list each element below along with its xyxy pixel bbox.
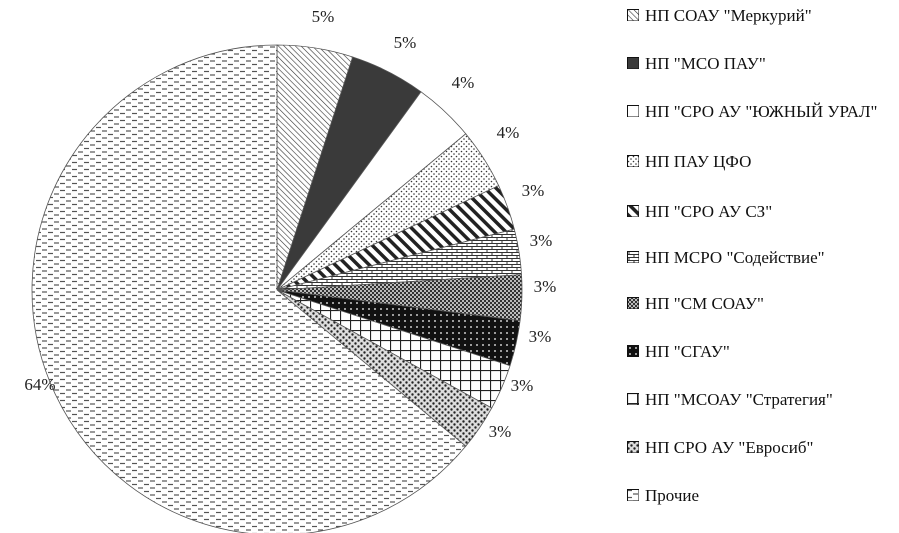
legend-item: НП "СРО АУ СЗ" (627, 202, 772, 221)
legend-item: Прочие (627, 486, 699, 505)
legend-swatch (627, 345, 639, 357)
slice-percent-label: 3% (530, 231, 553, 250)
slice-percent-label: 3% (511, 376, 534, 395)
legend-item: НП ПАУ ЦФО (627, 152, 751, 171)
legend-label: НП "МСО ПАУ" (645, 54, 766, 73)
slice-percent-label: 4% (497, 123, 520, 142)
legend-swatch (627, 9, 639, 21)
legend-label: НП "СГАУ" (645, 342, 730, 361)
legend-item: НП "МСО ПАУ" (627, 54, 766, 73)
legend-item: НП МСРО "Содействие" (627, 248, 825, 267)
legend-swatch (627, 57, 639, 69)
legend-item: НП "СГАУ" (627, 342, 730, 361)
legend-item: НП "СРО АУ "ЮЖНЫЙ УРАЛ" (627, 102, 895, 121)
legend-label: НП "СРО АУ СЗ" (645, 202, 773, 221)
slice-percent-label: 3% (489, 422, 512, 441)
legend-swatch (627, 251, 639, 263)
slice-percent-label: 5% (394, 33, 417, 52)
slice-percent-label: 4% (452, 73, 475, 92)
legend-label: НП "МСОАУ "Стратегия" (645, 390, 833, 409)
legend-item: НП "СМ СОАУ" (627, 294, 764, 313)
legend-label: НП МСРО "Содействие" (645, 248, 825, 267)
legend-item: НП "МСОАУ "Стратегия" (627, 390, 833, 409)
legend-swatch (627, 155, 639, 167)
legend-label: НП ПАУ ЦФО (645, 152, 752, 171)
slice-percent-label: 64% (24, 375, 55, 394)
pie-slice (31, 44, 467, 533)
legend-label: НП "СМ СОАУ" (645, 294, 764, 313)
legend-label: НП СОАУ "Меркурий" (645, 6, 812, 25)
legend-swatch (627, 489, 639, 501)
legend-swatch (627, 441, 639, 453)
slice-percent-label: 5% (312, 7, 335, 26)
slice-percent-label: 3% (529, 327, 552, 346)
legend-swatch (627, 393, 639, 405)
legend-label: НП "СРО АУ "ЮЖНЫЙ УРАЛ" (645, 102, 878, 121)
pie-labels: 5% 5% 4% 4% 3% 3% 3% 3% 3% 3% 64% (24, 7, 556, 441)
legend-item: НП СОАУ "Меркурий" (627, 6, 812, 25)
slice-percent-label: 3% (534, 277, 557, 296)
legend-swatch (627, 297, 639, 309)
legend-item: НП СРО АУ "Евросиб" (627, 438, 813, 457)
legend-label: НП СРО АУ "Евросиб" (645, 438, 814, 457)
pie-slices (31, 44, 523, 533)
slice-percent-label: 3% (522, 181, 545, 200)
legend-swatch (627, 105, 639, 117)
legend-label: Прочие (645, 486, 700, 505)
legend-swatch (627, 205, 639, 217)
